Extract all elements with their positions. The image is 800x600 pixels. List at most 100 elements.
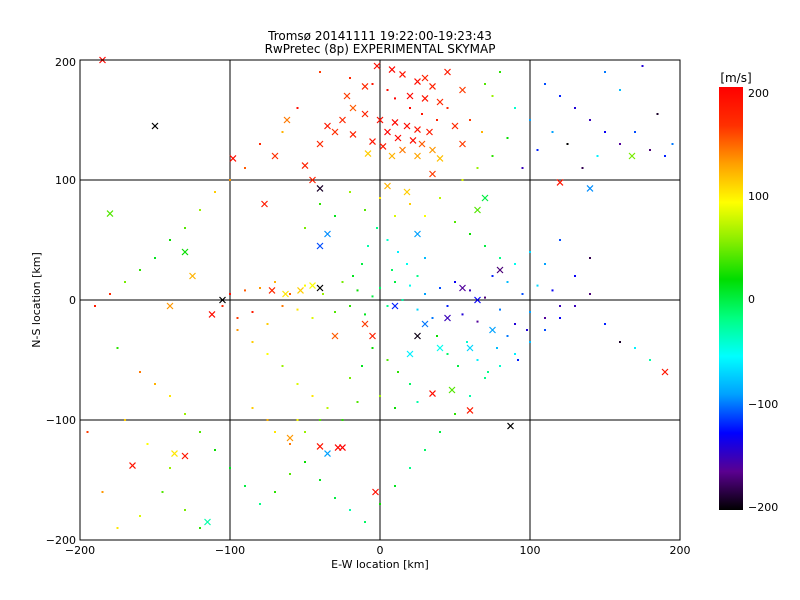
data-point-dot xyxy=(394,407,396,409)
data-point-dot xyxy=(529,311,531,313)
data-point-dot xyxy=(311,395,314,397)
data-point-dot xyxy=(259,503,261,505)
data-point-dot xyxy=(184,413,186,415)
data-point-dot xyxy=(229,293,231,295)
data-point-cross xyxy=(421,320,429,328)
data-point-cross xyxy=(429,82,436,90)
data-point-dot xyxy=(214,449,216,451)
data-point-cross xyxy=(661,368,669,376)
data-point-cross xyxy=(373,62,381,70)
data-point-dot xyxy=(416,308,419,311)
data-point-dot xyxy=(349,377,351,379)
data-point-dot xyxy=(266,323,269,325)
data-point-dot xyxy=(506,137,509,139)
data-point-dot xyxy=(559,95,561,97)
data-point-dot xyxy=(139,269,141,271)
data-point-cross xyxy=(459,86,466,94)
data-point-cross xyxy=(343,92,351,100)
data-point-cross xyxy=(429,390,436,398)
data-point-cross xyxy=(384,128,391,136)
data-point-dot xyxy=(521,167,524,169)
data-point-dot xyxy=(436,119,438,121)
chart-title: Tromsø 20141111 19:22:00-19:23:43 xyxy=(267,29,492,43)
data-point-dot xyxy=(244,289,246,292)
data-point-dot xyxy=(551,289,554,292)
data-point-dot xyxy=(304,461,306,463)
data-point-dot xyxy=(184,227,186,229)
data-point-dot xyxy=(446,353,449,355)
data-point-dot xyxy=(481,131,483,133)
data-point-cross xyxy=(171,450,178,458)
data-point-dot xyxy=(454,281,456,283)
data-point-dot xyxy=(236,329,239,331)
data-point-dot xyxy=(356,401,359,403)
data-point-cross xyxy=(426,128,433,136)
data-point-dot xyxy=(634,131,636,133)
data-point-cross xyxy=(364,150,372,158)
data-point-dot xyxy=(289,443,291,445)
data-point-dot xyxy=(349,191,351,193)
data-point-dot xyxy=(296,419,299,421)
data-point-dot xyxy=(349,305,351,307)
data-point-dot xyxy=(649,359,651,361)
data-point-cross xyxy=(421,74,429,82)
data-point-cross xyxy=(507,422,514,430)
data-point-cross xyxy=(414,332,421,340)
data-point-dot xyxy=(146,443,149,445)
data-point-dot xyxy=(551,131,554,133)
data-point-dot xyxy=(499,71,501,73)
data-point-dot xyxy=(439,287,441,289)
data-point-dot xyxy=(514,323,516,325)
data-point-dot xyxy=(341,281,344,283)
y-tick-label: −100 xyxy=(46,414,76,427)
data-point-cross xyxy=(331,332,339,340)
data-point-dot xyxy=(154,257,156,259)
data-point-cross xyxy=(324,230,331,238)
data-point-dot xyxy=(424,293,426,295)
data-point-dot xyxy=(461,313,464,316)
data-point-dot xyxy=(139,515,141,517)
data-point-cross xyxy=(129,462,136,470)
data-point-dot xyxy=(491,155,494,157)
data-point-dot xyxy=(566,143,569,145)
plot-frame xyxy=(79,59,681,541)
data-point-cross xyxy=(406,92,414,100)
data-point-dot xyxy=(367,245,369,247)
data-point-cross xyxy=(339,444,346,452)
data-point-dot xyxy=(589,257,591,259)
data-point-dot xyxy=(394,281,396,283)
data-point-dot xyxy=(529,251,531,253)
y-tick-label: 0 xyxy=(69,294,76,307)
data-point-cross xyxy=(282,290,289,298)
data-point-dot xyxy=(259,287,261,289)
data-point-dot xyxy=(416,275,419,277)
data-point-dot xyxy=(596,155,599,157)
data-point-dot xyxy=(124,419,126,421)
data-point-dot xyxy=(469,289,471,292)
data-point-dot xyxy=(229,467,231,469)
data-point-cross xyxy=(466,344,474,352)
data-point-dot xyxy=(394,215,396,217)
data-point-dot xyxy=(491,95,494,97)
data-point-cross xyxy=(349,130,357,138)
data-point-dot xyxy=(94,305,96,307)
data-point-dot xyxy=(214,191,216,193)
data-point-cross xyxy=(324,122,331,130)
data-point-dot xyxy=(499,257,501,259)
data-point-cross xyxy=(394,134,402,142)
data-point-cross xyxy=(219,296,226,304)
data-point-cross xyxy=(414,152,421,160)
data-point-dot xyxy=(199,209,201,211)
data-point-dot xyxy=(604,71,606,73)
data-point-cross xyxy=(297,286,304,294)
data-point-dot xyxy=(319,71,321,73)
data-point-dot xyxy=(281,305,284,307)
data-point-dot xyxy=(116,527,119,529)
data-point-dot xyxy=(161,491,164,493)
data-point-dot xyxy=(397,251,399,253)
data-point-dot xyxy=(436,335,438,337)
data-point-cross xyxy=(414,78,421,86)
data-point-cross xyxy=(361,320,369,328)
data-point-cross xyxy=(466,406,474,414)
data-point-dot xyxy=(589,293,591,295)
